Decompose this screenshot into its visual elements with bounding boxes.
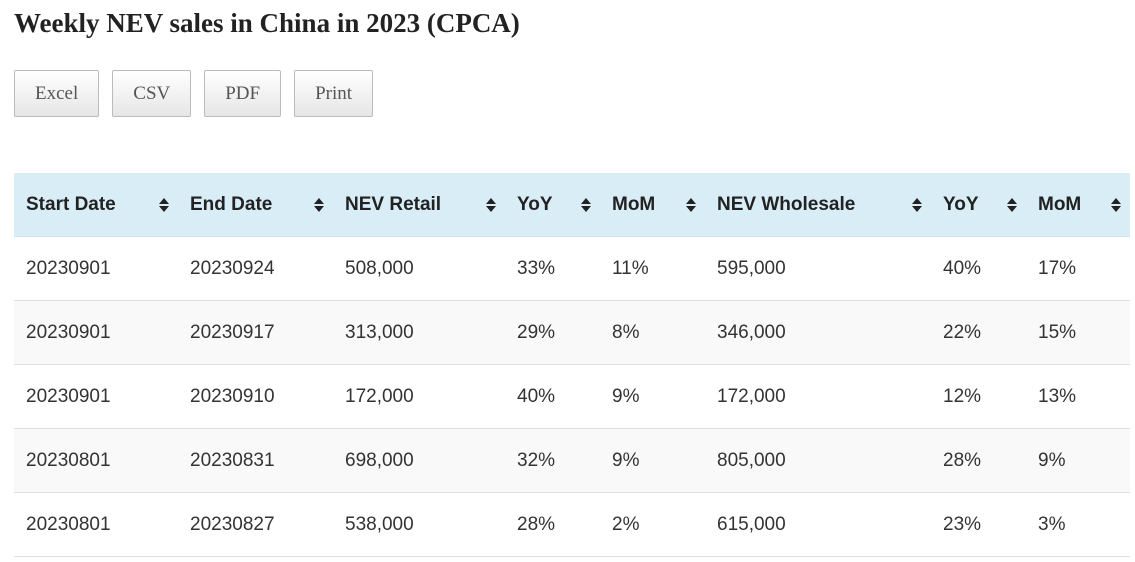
table-cell: 20230831 (178, 428, 333, 493)
column-header[interactable]: End Date (178, 173, 333, 237)
sort-icon[interactable] (1110, 197, 1122, 213)
table-row: 20230901 20230910 172,000 40% 9% 172,000 12% 13… (14, 364, 1130, 429)
table-cell: 20230901 (14, 236, 178, 301)
export-button[interactable]: CSV (112, 70, 192, 117)
table-cell: 3% (1026, 492, 1130, 557)
data-table: Start Date End Date NEV Retail YoY MoM NEV Wh… (14, 173, 1130, 557)
table-cell: 508,000 (333, 236, 505, 301)
column-header[interactable]: YoY (505, 173, 600, 237)
table-cell: 17% (1026, 236, 1130, 301)
table-cell: 595,000 (705, 236, 931, 301)
table-cell: 40% (505, 364, 600, 429)
table-cell: 13% (1026, 364, 1130, 429)
page-title: Weekly NEV sales in China in 2023 (CPCA) (14, 8, 520, 38)
column-header-label: MoM (1038, 193, 1082, 215)
column-header-label: End Date (190, 193, 273, 215)
table-cell: 172,000 (333, 364, 505, 429)
table-cell: 698,000 (333, 428, 505, 493)
column-header-label: YoY (517, 193, 553, 215)
table-cell: 2% (600, 492, 705, 557)
column-header[interactable]: Start Date (14, 173, 178, 237)
table-cell: 28% (505, 492, 600, 557)
table-row: 20230901 20230924 508,000 33% 11% 595,000 40% 1… (14, 236, 1130, 301)
table-cell: 313,000 (333, 300, 505, 365)
table-cell: 172,000 (705, 364, 931, 429)
table-cell: 20230924 (178, 236, 333, 301)
export-button[interactable]: Excel (14, 70, 100, 117)
header-row: Start Date End Date NEV Retail YoY MoM NEV Wh… (14, 173, 1130, 237)
table-cell: 11% (600, 236, 705, 301)
table-cell: 9% (600, 364, 705, 429)
column-header[interactable]: MoM (600, 173, 705, 237)
table-cell: 805,000 (705, 428, 931, 493)
table-cell: 8% (600, 300, 705, 365)
table-cell: 20230801 (14, 492, 178, 557)
column-header-label: MoM (612, 193, 656, 215)
table-cell: 32% (505, 428, 600, 493)
column-header[interactable]: NEV Retail (333, 173, 505, 237)
table-body: 20230901 20230924 508,000 33% 11% 595,000 40% 1… (14, 236, 1130, 557)
sort-icon[interactable] (911, 197, 923, 213)
column-header[interactable]: NEV Wholesale (705, 173, 931, 237)
table-cell: 9% (600, 428, 705, 493)
column-header-label: NEV Retail (345, 193, 442, 215)
table-cell: 538,000 (333, 492, 505, 557)
column-header[interactable]: YoY (931, 173, 1026, 237)
export-button[interactable]: Print (294, 70, 374, 117)
column-header[interactable]: MoM (1026, 173, 1130, 237)
button-bar: Excel CSV PDF Print (14, 70, 374, 117)
sort-icon[interactable] (580, 197, 592, 213)
table-cell: 20230901 (14, 364, 178, 429)
table-cell: 20230801 (14, 428, 178, 493)
export-button[interactable]: PDF (204, 70, 282, 117)
table-cell: 23% (931, 492, 1026, 557)
column-header-label: Start Date (26, 193, 116, 215)
column-header-label: YoY (943, 193, 979, 215)
table-row: 20230801 20230827 538,000 28% 2% 615,000 23% 3% (14, 492, 1130, 557)
table-cell: 22% (931, 300, 1026, 365)
column-header-label: NEV Wholesale (717, 193, 856, 215)
table-cell: 20230917 (178, 300, 333, 365)
table-cell: 9% (1026, 428, 1130, 493)
sort-icon[interactable] (685, 197, 697, 213)
table-cell: 346,000 (705, 300, 931, 365)
table-cell: 33% (505, 236, 600, 301)
table-cell: 15% (1026, 300, 1130, 365)
table-cell: 28% (931, 428, 1026, 493)
table-cell: 20230901 (14, 300, 178, 365)
table-row: 20230801 20230831 698,000 32% 9% 805,000 28% 9% (14, 428, 1130, 493)
table-cell: 40% (931, 236, 1026, 301)
table-cell: 29% (505, 300, 600, 365)
table-cell: 615,000 (705, 492, 931, 557)
table-cell: 20230910 (178, 364, 333, 429)
table-cell: 12% (931, 364, 1026, 429)
sort-icon[interactable] (1006, 197, 1018, 213)
sort-icon[interactable] (313, 197, 325, 213)
sort-icon[interactable] (485, 197, 497, 213)
table-cell: 20230827 (178, 492, 333, 557)
sort-icon[interactable] (158, 197, 170, 213)
table-row: 20230901 20230917 313,000 29% 8% 346,000 22% 15… (14, 300, 1130, 365)
